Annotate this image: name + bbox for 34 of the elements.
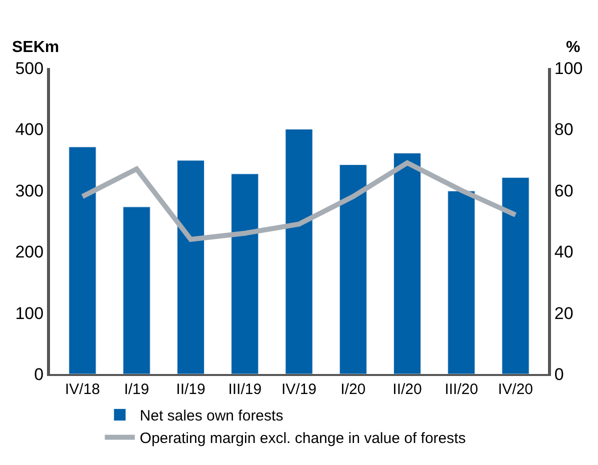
y-tick-label: 300 xyxy=(15,181,44,200)
x-tick-label: III/20 xyxy=(444,381,478,398)
bar xyxy=(68,146,96,374)
y-tick-label: 100 xyxy=(15,304,44,323)
x-tick-label: I/19 xyxy=(124,381,150,398)
bar xyxy=(176,160,205,374)
y-tick-label: 200 xyxy=(15,242,44,262)
y-tick-label: 0 xyxy=(34,364,44,384)
y2-tick-label: 0 xyxy=(554,364,564,384)
y-axis-title: SEKm xyxy=(12,39,60,56)
bar xyxy=(231,174,259,374)
bar xyxy=(285,128,313,374)
bar xyxy=(502,177,530,374)
y-tick-label: 500 xyxy=(15,58,44,78)
y-tick-label: 400 xyxy=(15,120,44,140)
legend-label: Net sales own forests xyxy=(140,408,284,425)
y2-tick-label: 80 xyxy=(554,120,574,140)
x-tick-label: IV/18 xyxy=(64,381,100,398)
bar xyxy=(339,164,367,374)
x-tick-label: IV/20 xyxy=(498,381,534,398)
x-tick-label: III/19 xyxy=(228,381,262,398)
legend-label: Operating margin excl. change in value of forests xyxy=(140,430,466,448)
y2-tick-label: 60 xyxy=(554,181,574,200)
bar xyxy=(122,206,150,374)
x-tick-label: I/20 xyxy=(340,381,366,398)
y2-tick-label: 40 xyxy=(554,242,574,262)
x-tick-label: II/20 xyxy=(392,381,422,398)
bar xyxy=(393,152,422,374)
y2-tick-label: 20 xyxy=(554,304,574,323)
y2-tick-label: 100 xyxy=(554,58,583,78)
bar xyxy=(448,190,476,374)
x-tick-label: IV/19 xyxy=(281,381,317,398)
x-tick-label: II/19 xyxy=(176,381,206,398)
y2-axis-title: % xyxy=(566,39,580,56)
